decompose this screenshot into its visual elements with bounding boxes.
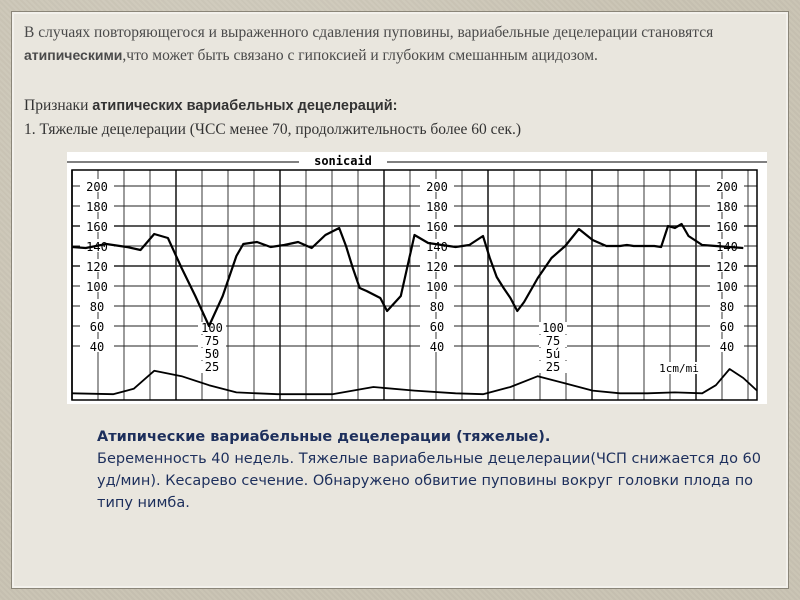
tick-label-bg bbox=[710, 299, 744, 312]
signs-block: Признаки атипических вариабельных децеле… bbox=[24, 94, 774, 141]
uc-label-bg bbox=[539, 322, 567, 334]
tick-label-bg bbox=[710, 179, 744, 192]
fhr-tick-label: 40 bbox=[720, 340, 734, 354]
brand-label: sonicaid bbox=[314, 154, 372, 168]
tick-label-bg bbox=[710, 239, 744, 252]
uc-tick-label: 75 bbox=[205, 334, 219, 348]
fhr-tick-label: 200 bbox=[426, 180, 448, 194]
grid-border bbox=[71, 169, 758, 401]
fhr-tick-label: 60 bbox=[720, 320, 734, 334]
uc-label-bg bbox=[198, 322, 226, 334]
tick-label-bg bbox=[420, 339, 454, 352]
signs-item-1: 1. Тяжелые децелерации (ЧСС менее 70, пр… bbox=[24, 121, 522, 138]
uc-tick-label: 25 bbox=[546, 360, 560, 374]
tick-label-bg bbox=[80, 219, 114, 232]
tick-label-bg bbox=[420, 199, 454, 212]
fhr-tick-label: 120 bbox=[86, 260, 108, 274]
fhr-tick-label: 160 bbox=[86, 220, 108, 234]
tick-label-bg bbox=[420, 179, 454, 192]
fhr-tick-label: 120 bbox=[716, 260, 738, 274]
brand-box bbox=[299, 154, 387, 168]
fhr-tick-label: 100 bbox=[86, 280, 108, 294]
signs-prefix: Признаки bbox=[24, 97, 93, 114]
fhr-tick-label: 140 bbox=[86, 240, 108, 254]
fhr-tick-label: 160 bbox=[716, 220, 738, 234]
uc-label-bg bbox=[198, 335, 226, 347]
ctg-strip: sonicaid 200 180 160 140 120 100 80 60 40 200 180 16… bbox=[67, 152, 767, 404]
uc-label-bg bbox=[539, 348, 567, 360]
tick-label-bg bbox=[420, 279, 454, 292]
fhr-tick-label: 160 bbox=[426, 220, 448, 234]
uc-label-bg bbox=[539, 361, 567, 373]
intro-bold-term: атипическими bbox=[24, 47, 123, 63]
speed-label: 1cm/mi bbox=[659, 362, 699, 375]
tick-label-bg bbox=[710, 219, 744, 232]
signs-heading: Признаки атипических вариабельных децеле… bbox=[24, 94, 774, 118]
uc-tick-label: 50 bbox=[205, 347, 219, 361]
tick-label-bg bbox=[420, 299, 454, 312]
fhr-tick-label: 80 bbox=[90, 300, 104, 314]
intro-text-part1: В случаях повторяющегося и выраженного с… bbox=[24, 24, 714, 41]
fhr-tick-label: 80 bbox=[720, 300, 734, 314]
uc-label-bg bbox=[198, 348, 226, 360]
fhr-tick-label: 180 bbox=[716, 200, 738, 214]
fhr-tick-label: 40 bbox=[430, 340, 444, 354]
tick-label-bg bbox=[80, 259, 114, 272]
tick-label-bg bbox=[80, 319, 114, 332]
tick-label-bg bbox=[710, 319, 744, 332]
caption-block: Атипические вариабельные децелерации (тя… bbox=[97, 426, 767, 514]
fhr-tick-label: 120 bbox=[426, 260, 448, 274]
intro-text-part2: ,что может быть связано с гипоксией и гл… bbox=[122, 47, 598, 64]
ctg-chart: sonicaid 200 180 160 140 120 100 80 60 40 200 180 16… bbox=[67, 154, 767, 401]
tick-label-bg bbox=[710, 199, 744, 212]
uc-tick-label: 75 bbox=[546, 334, 560, 348]
fhr-tick-label: 200 bbox=[716, 180, 738, 194]
fhr-tick-label: 200 bbox=[86, 180, 108, 194]
intro-paragraph: В случаях повторяющегося и выраженного с… bbox=[24, 22, 774, 67]
fhr-tick-label: 60 bbox=[90, 320, 104, 334]
uc-tick-label: 100 bbox=[201, 321, 223, 335]
fhr-tick-label: 60 bbox=[430, 320, 444, 334]
caption-body: Беременность 40 недель. Тяжелые вариабел… bbox=[97, 451, 762, 511]
tick-label-bg bbox=[710, 259, 744, 272]
fhr-trace bbox=[71, 222, 744, 328]
tick-label-bg bbox=[80, 299, 114, 312]
uc-label-bg bbox=[539, 335, 567, 347]
tick-label-bg bbox=[80, 199, 114, 212]
fhr-tick-label: 100 bbox=[426, 280, 448, 294]
fhr-tick-label: 180 bbox=[426, 200, 448, 214]
tick-label-bg bbox=[420, 219, 454, 232]
signs-bold: атипических вариабельных децелераций: bbox=[92, 98, 398, 114]
uc-tick-label: 100 bbox=[542, 321, 564, 335]
fhr-tick-label: 80 bbox=[430, 300, 444, 314]
fhr-tick-label: 40 bbox=[90, 340, 104, 354]
tick-label-bg bbox=[420, 319, 454, 332]
caption-title: Атипические вариабельные децелерации (тя… bbox=[97, 429, 551, 445]
speed-label-bg bbox=[649, 362, 711, 374]
uc-trace bbox=[71, 368, 758, 396]
tick-label-bg bbox=[710, 279, 744, 292]
uc-tick-label: 25 bbox=[205, 360, 219, 374]
fhr-tick-label: 180 bbox=[86, 200, 108, 214]
uc-tick-label: 5ú bbox=[546, 347, 560, 361]
tick-label-bg bbox=[80, 179, 114, 192]
tick-label-bg bbox=[420, 259, 454, 272]
fhr-tick-label: 100 bbox=[716, 280, 738, 294]
uc-label-bg bbox=[198, 361, 226, 373]
tick-label-bg bbox=[80, 279, 114, 292]
tick-label-bg bbox=[80, 339, 114, 352]
tick-label-bg bbox=[710, 339, 744, 352]
